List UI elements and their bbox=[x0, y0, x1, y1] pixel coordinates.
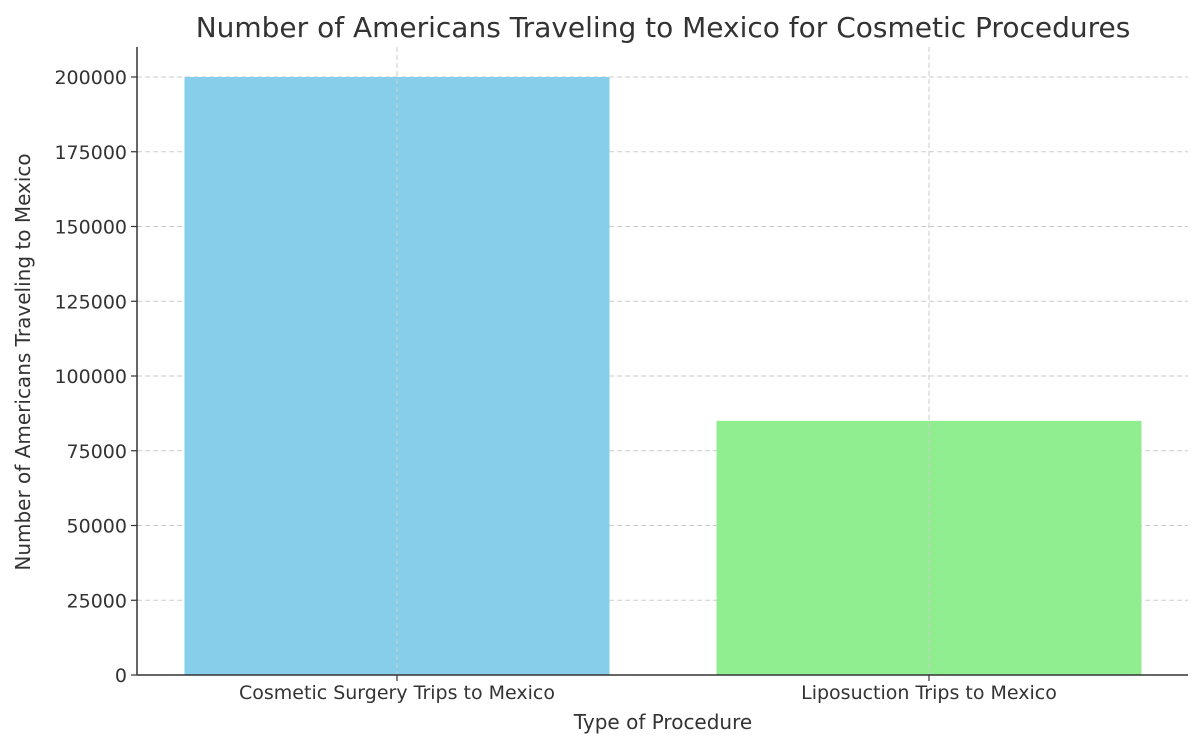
y-tick-label: 175000 bbox=[54, 142, 127, 164]
y-tick-label: 200000 bbox=[54, 67, 127, 89]
x-tick-label: Cosmetic Surgery Trips to Mexico bbox=[239, 682, 555, 704]
y-axis-label: Number of Americans Traveling to Mexico bbox=[11, 153, 35, 570]
y-axis-ticks: 0 25000 50000 75000 100000 125000 150000 175000… bbox=[54, 67, 137, 687]
chart-title: Number of Americans Traveling to Mexico … bbox=[196, 11, 1131, 44]
y-tick-label: 0 bbox=[115, 665, 127, 687]
x-axis-label: Type of Procedure bbox=[573, 710, 752, 734]
y-tick-label: 75000 bbox=[67, 441, 127, 463]
x-tick-label: Liposuction Trips to Mexico bbox=[801, 682, 1057, 704]
vertical-gridlines bbox=[396, 47, 930, 675]
x-axis-ticks: Cosmetic Surgery Trips to Mexico Liposuct… bbox=[239, 675, 1057, 704]
y-tick-label: 50000 bbox=[67, 516, 127, 538]
y-tick-label: 100000 bbox=[54, 366, 127, 388]
y-tick-label: 125000 bbox=[54, 291, 127, 313]
y-tick-label: 25000 bbox=[67, 590, 127, 612]
y-tick-label: 150000 bbox=[54, 217, 127, 239]
